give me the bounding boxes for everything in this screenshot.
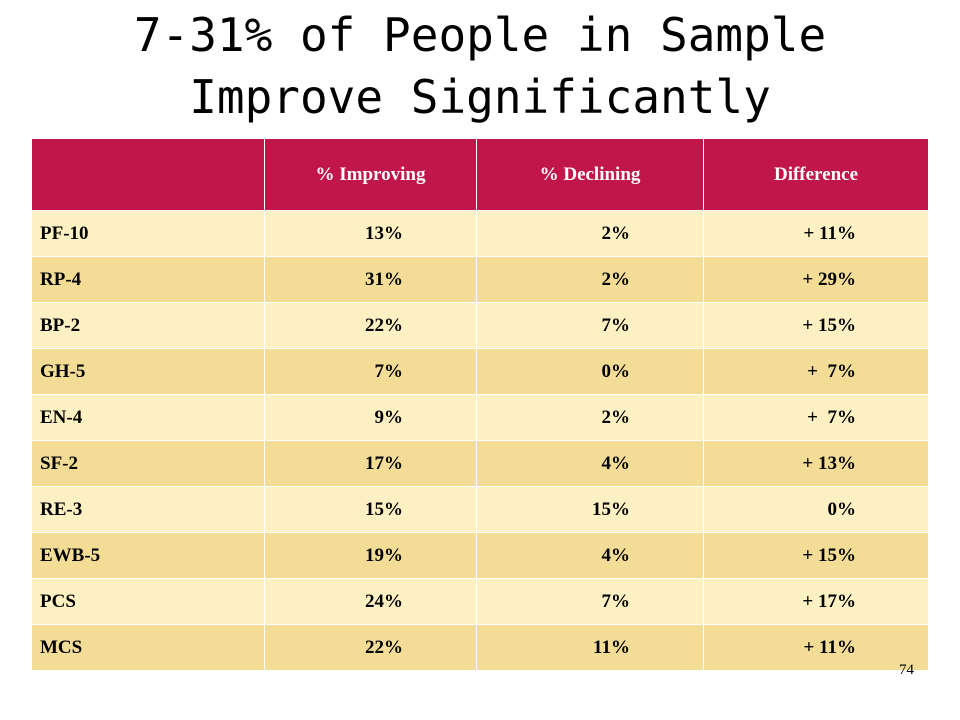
difference-cell: + 7% xyxy=(703,394,929,441)
declining-cell: 2% xyxy=(476,256,704,303)
improving-cell: 31% xyxy=(264,256,477,303)
table-header-row: % Improving % Declining Difference xyxy=(31,138,929,211)
row-label: SF-2 xyxy=(31,440,265,487)
row-label: PF-10 xyxy=(31,210,265,257)
table-row: GH-5 7% 0% + 7% xyxy=(31,348,929,395)
declining-cell: 7% xyxy=(476,578,704,625)
improving-cell: 22% xyxy=(264,624,477,671)
row-label: BP-2 xyxy=(31,302,265,349)
table-row: EN-4 9% 2% + 7% xyxy=(31,394,929,441)
improving-cell: 17% xyxy=(264,440,477,487)
slide-title: 7-31% of People in Sample Improve Signif… xyxy=(0,4,960,128)
declining-cell: 2% xyxy=(476,210,704,257)
table-row: BP-2 22% 7% + 15% xyxy=(31,302,929,349)
improving-cell: 24% xyxy=(264,578,477,625)
improving-cell: 7% xyxy=(264,348,477,395)
title-line-2: Improve Significantly xyxy=(189,70,771,124)
difference-cell: + 7% xyxy=(703,348,929,395)
row-label: MCS xyxy=(31,624,265,671)
improving-cell: 15% xyxy=(264,486,477,533)
improving-cell: 13% xyxy=(264,210,477,257)
table-row: MCS 22% 11% + 11% xyxy=(31,624,929,671)
row-label: RE-3 xyxy=(31,486,265,533)
header-difference: Difference xyxy=(703,138,929,211)
difference-cell: + 11% xyxy=(703,210,929,257)
table-row: RE-3 15% 15% 0% xyxy=(31,486,929,533)
table-row: EWB-5 19% 4% + 15% xyxy=(31,532,929,579)
difference-cell: + 15% xyxy=(703,302,929,349)
declining-cell: 11% xyxy=(476,624,704,671)
table-row: RP-4 31% 2% + 29% xyxy=(31,256,929,303)
improving-cell: 19% xyxy=(264,532,477,579)
declining-cell: 7% xyxy=(476,302,704,349)
title-line-1: 7-31% of People in Sample xyxy=(133,8,827,62)
row-label: PCS xyxy=(31,578,265,625)
row-label: RP-4 xyxy=(31,256,265,303)
declining-cell: 4% xyxy=(476,440,704,487)
difference-cell: + 17% xyxy=(703,578,929,625)
table-row: PCS 24% 7% + 17% xyxy=(31,578,929,625)
row-label: EN-4 xyxy=(31,394,265,441)
difference-cell: + 13% xyxy=(703,440,929,487)
results-table: % Improving % Declining Difference PF-10… xyxy=(31,138,929,671)
declining-cell: 0% xyxy=(476,348,704,395)
improving-cell: 22% xyxy=(264,302,477,349)
row-label: EWB-5 xyxy=(31,532,265,579)
declining-cell: 15% xyxy=(476,486,704,533)
table-row: PF-10 13% 2% + 11% xyxy=(31,210,929,257)
header-cell-empty xyxy=(31,138,265,211)
row-label: GH-5 xyxy=(31,348,265,395)
declining-cell: 2% xyxy=(476,394,704,441)
improving-cell: 9% xyxy=(264,394,477,441)
declining-cell: 4% xyxy=(476,532,704,579)
page-number: 74 xyxy=(899,662,914,678)
difference-cell: + 11% xyxy=(703,624,929,671)
difference-cell: 0% xyxy=(703,486,929,533)
difference-cell: + 15% xyxy=(703,532,929,579)
difference-cell: + 29% xyxy=(703,256,929,303)
header-improving: % Improving xyxy=(264,138,477,211)
table-row: SF-2 17% 4% + 13% xyxy=(31,440,929,487)
header-declining: % Declining xyxy=(476,138,704,211)
